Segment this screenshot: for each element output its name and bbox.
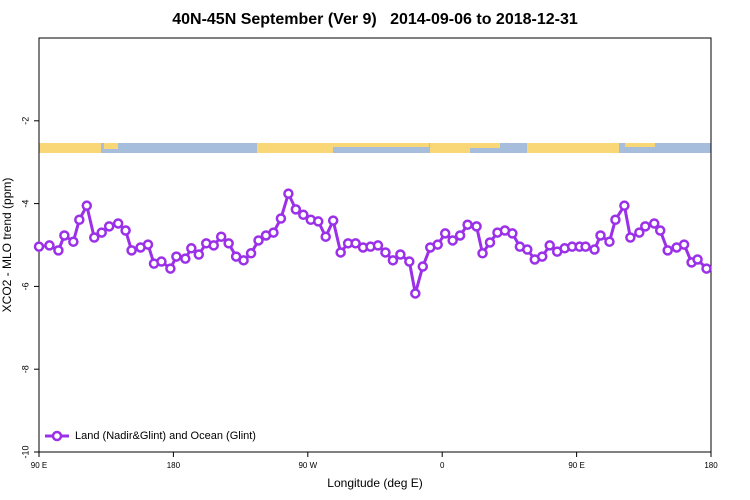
data-point: [619, 200, 630, 211]
data-point: [142, 239, 154, 250]
data-point: [604, 236, 615, 247]
data-point: [595, 230, 606, 241]
chart-title: 40N-45N September (Ver 9) 2014-09-06 to …: [172, 11, 578, 28]
data-point: [654, 225, 666, 236]
data-point: [662, 245, 673, 256]
data-point: [634, 227, 645, 238]
data-point: [44, 240, 55, 251]
data-point: [380, 247, 391, 258]
data-point: [484, 237, 496, 248]
land-ocean-strip: [39, 143, 711, 153]
x-tick-label: 90 E: [568, 461, 584, 470]
x-tick-label: 90 W: [298, 461, 317, 470]
data-point: [678, 239, 690, 250]
data-point: [180, 253, 191, 264]
data-point: [89, 232, 100, 243]
data-point: [432, 239, 443, 250]
data-point: [103, 221, 115, 232]
land-band: [527, 143, 619, 153]
data-point: [417, 261, 429, 272]
legend-marker: [51, 430, 63, 442]
data-point: [580, 241, 591, 252]
land-band: [430, 143, 470, 153]
data-point: [350, 238, 361, 249]
data-point: [649, 218, 660, 229]
data-point: [454, 230, 466, 241]
data-point: [701, 263, 712, 274]
x-tick-label: 90 E: [31, 461, 47, 470]
data-point: [544, 240, 555, 251]
data-point: [537, 251, 548, 262]
land-band: [104, 143, 118, 149]
data-point: [96, 227, 107, 238]
data-point: [335, 247, 346, 258]
data-point: [507, 228, 518, 239]
data-point: [253, 235, 264, 246]
data-point: [290, 204, 302, 215]
data-point: [74, 214, 85, 225]
data-point: [81, 200, 93, 211]
data-point: [193, 249, 205, 260]
data-point: [33, 241, 45, 252]
data-point: [462, 219, 473, 230]
data-point: [120, 225, 131, 236]
y-tick-label: -2: [20, 117, 30, 125]
data-point: [215, 231, 227, 242]
y-axis-title: XCO2 - MLO trend (ppm): [0, 178, 14, 313]
y-tick-label: -10: [20, 445, 30, 458]
data-point: [68, 236, 79, 247]
data-point: [610, 214, 621, 225]
data-point: [625, 232, 636, 243]
data-point: [387, 255, 399, 266]
data-point: [320, 231, 331, 242]
land-band: [625, 143, 655, 147]
legend-label: Land (Nadir&Glint) and Ocean (Glint): [75, 430, 256, 442]
land-band: [333, 143, 429, 147]
data-point: [327, 215, 339, 226]
data-point: [223, 238, 234, 249]
data-point: [126, 245, 137, 256]
data-point: [395, 249, 406, 260]
data-point: [471, 221, 482, 232]
data-point: [53, 245, 64, 256]
data-point: [275, 213, 287, 224]
data-point: [112, 218, 124, 229]
y-tick-label: -4: [20, 200, 30, 208]
data-point: [283, 188, 294, 199]
data-point: [238, 255, 249, 266]
data-point: [59, 230, 70, 241]
x-tick-label: 0: [440, 461, 445, 470]
data-point: [404, 256, 415, 267]
data-point: [640, 221, 651, 232]
y-tick-label: -8: [20, 365, 30, 373]
data-point: [165, 263, 176, 274]
y-tick-label: -6: [20, 282, 30, 290]
data-point: [208, 240, 219, 251]
data-point: [372, 240, 384, 251]
data-point: [186, 243, 197, 254]
data-point: [268, 227, 279, 238]
x-tick-label: 180: [704, 461, 718, 470]
x-tick-label: 180: [167, 461, 181, 470]
ocean-band: [39, 143, 711, 153]
data-point: [298, 209, 309, 221]
data-point: [439, 228, 451, 239]
x-axis-title: Longitude (deg E): [327, 476, 422, 490]
data-point: [589, 244, 600, 255]
data-point: [447, 235, 458, 246]
data-point: [245, 248, 257, 259]
data-point: [156, 256, 167, 267]
data-point: [477, 248, 488, 259]
land-band: [39, 143, 101, 153]
data-point: [313, 216, 324, 227]
land-band: [257, 143, 333, 153]
land-band: [470, 143, 500, 148]
data-point: [171, 251, 182, 262]
data-point: [522, 244, 533, 255]
data-point: [410, 288, 421, 299]
data-point: [692, 254, 703, 265]
